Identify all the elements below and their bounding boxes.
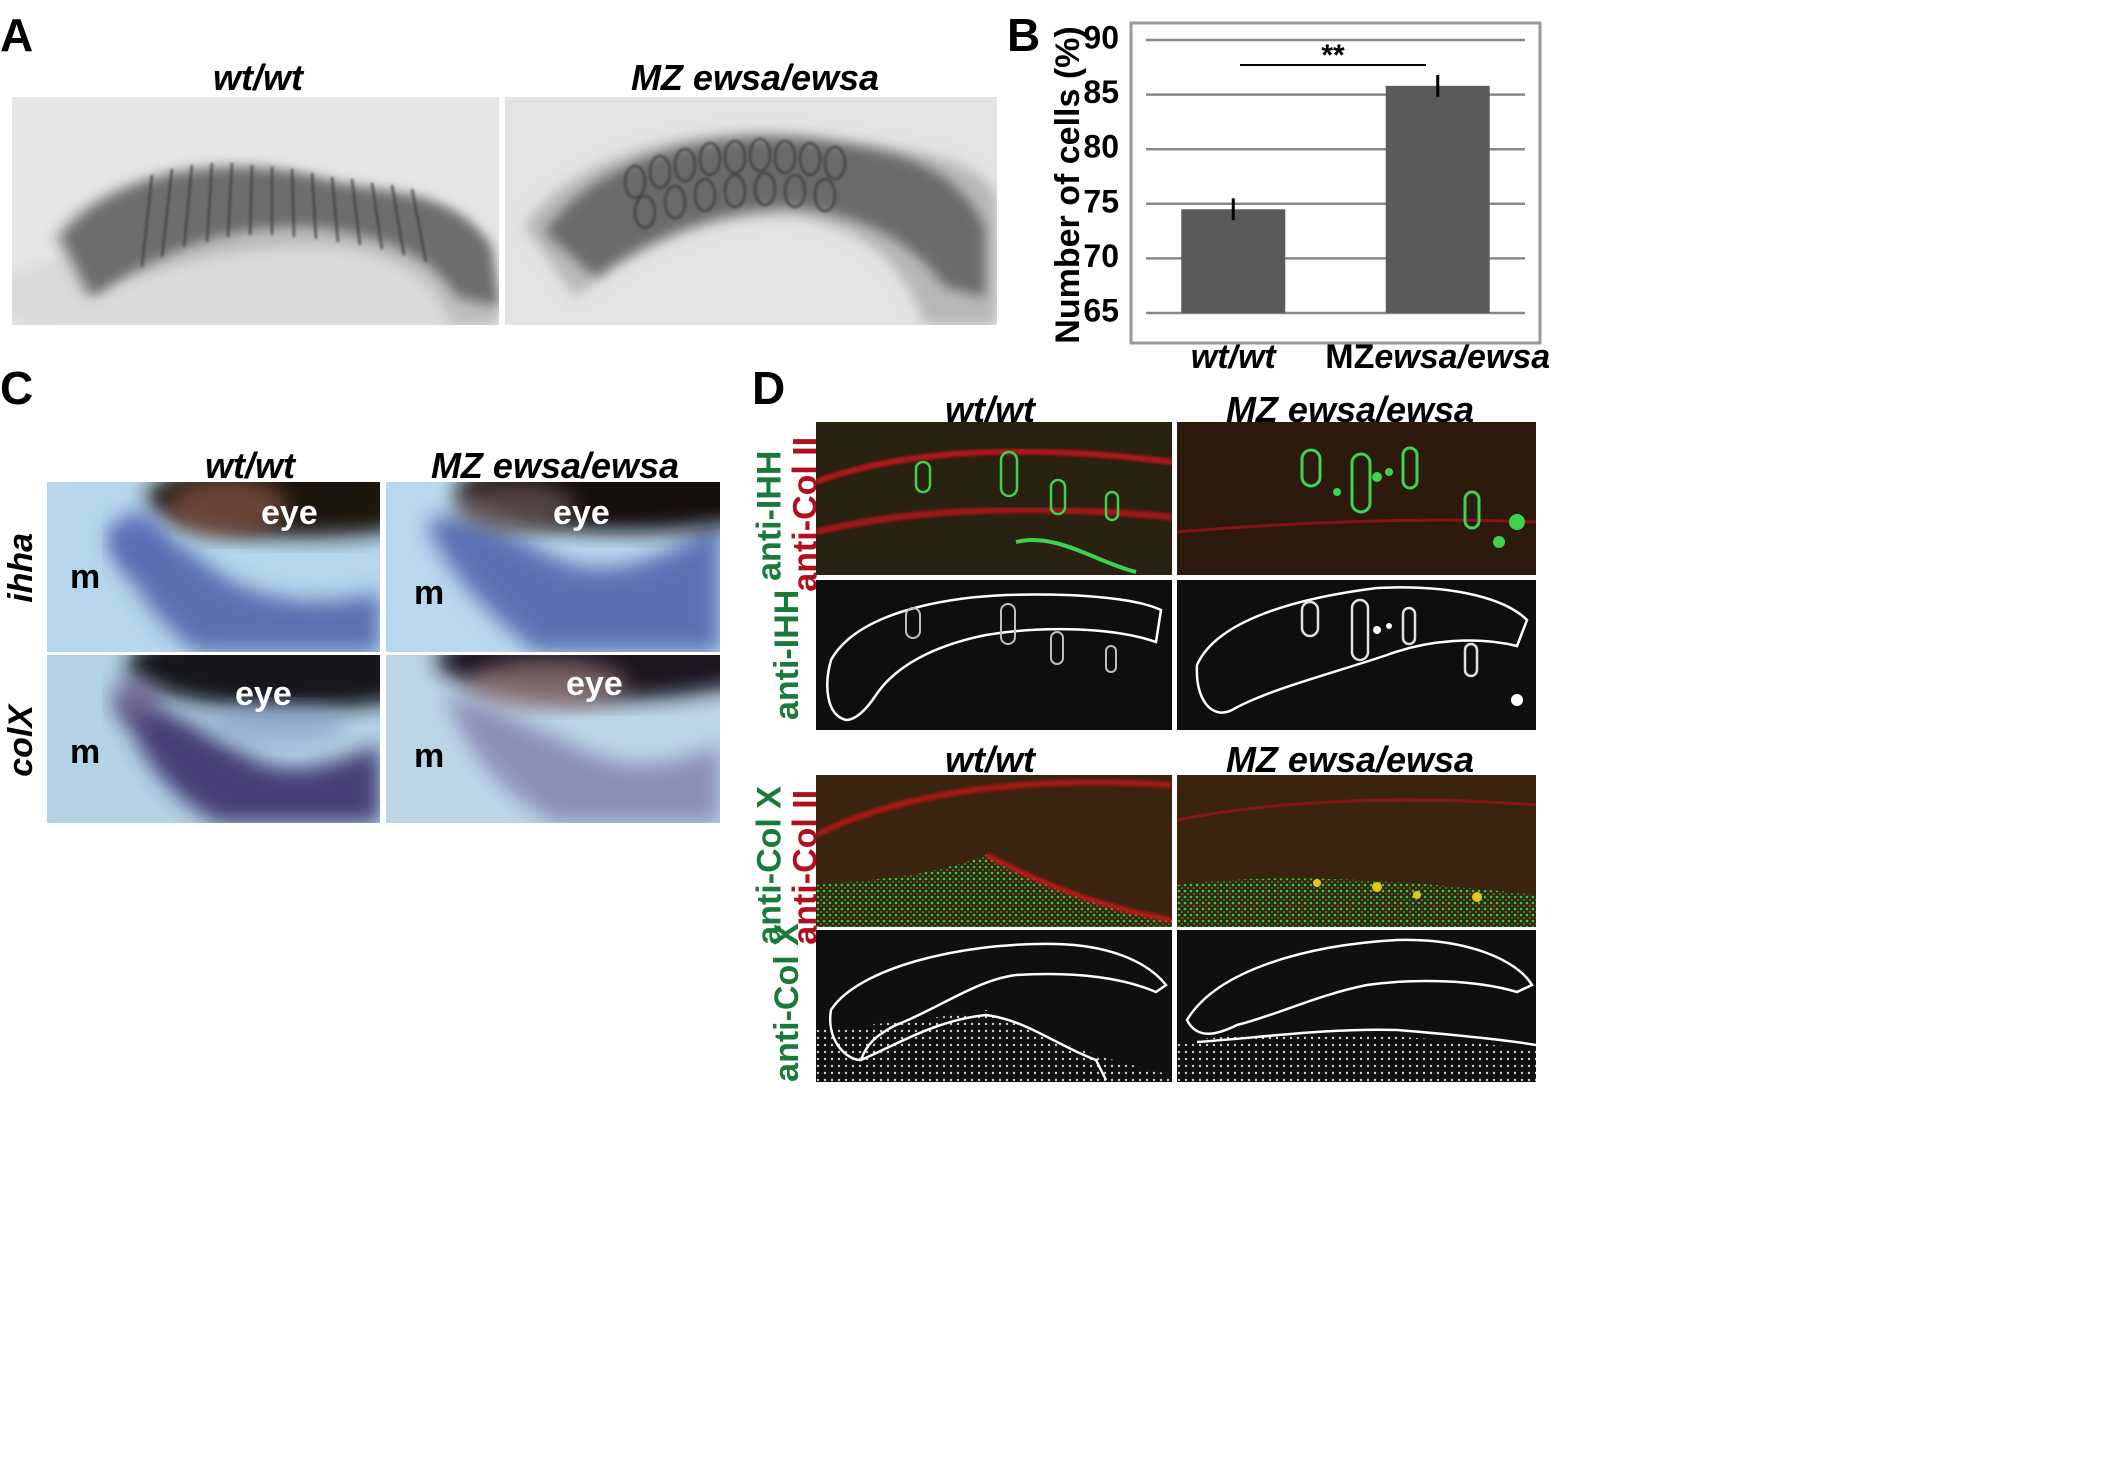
panel-c-row-label-colx: colX	[2, 704, 41, 777]
panel-d-ihh-merge-mz	[1177, 422, 1536, 575]
panel-a-genotype-mz: MZ ewsa/ewsa	[630, 57, 880, 98]
panel-d-genotype-mz-bottom: MZ ewsa/ewsa	[1225, 739, 1475, 780]
panel-c-letter: C	[0, 362, 34, 414]
panel-c-colx-mz: eye m	[386, 655, 720, 823]
panel-a-letter: A	[0, 9, 34, 61]
y-tick-label: 70	[1083, 238, 1119, 274]
chart-y-axis-label: Number of cells (%)	[1049, 26, 1087, 343]
panel-d-ihh-gray-wt	[816, 580, 1172, 730]
eye-label: eye	[566, 665, 623, 703]
panel-d-colx-merge-wt	[816, 775, 1172, 927]
panel-d-row4-label: anti-Col X	[768, 923, 807, 1082]
eye-label: eye	[553, 494, 610, 532]
bar	[1385, 85, 1490, 313]
panel-d-colx-gray-wt	[816, 930, 1172, 1082]
panel-a-genotype-wt: wt/wt	[213, 57, 303, 98]
panel-c-genotype-mz: MZ ewsa/ewsa	[430, 445, 680, 486]
panel-d-row1-label: anti-IHH anti-Col II	[750, 436, 824, 592]
panel-c-ihha-wt: eye m	[47, 482, 380, 652]
panel-c-colx-wt: eye m	[47, 655, 380, 823]
y-tick-label: 90	[1083, 19, 1119, 55]
panel-a-image-wt	[12, 97, 499, 325]
y-tick-label: 85	[1083, 74, 1119, 110]
eye-label: eye	[261, 494, 318, 532]
panel-d-row3-label: anti-Col X anti-Col II	[750, 786, 824, 945]
panel-d-ihh-gray-mz	[1177, 580, 1536, 730]
panel-b-letter: B	[1007, 9, 1041, 61]
m-label: m	[70, 558, 101, 596]
y-tick-label: 80	[1083, 129, 1119, 165]
panel-a-image-mz	[505, 97, 997, 325]
m-label: m	[414, 737, 445, 775]
significance-label: **	[1321, 39, 1345, 72]
panel-d-genotype-wt-top: wt/wt	[945, 389, 1035, 430]
panel-d-row2-label: anti-IHH	[768, 589, 807, 721]
panel-c-row-label-ihha: ihha	[2, 532, 41, 603]
m-label: m	[70, 733, 101, 771]
panel-d-letter: D	[752, 362, 786, 414]
eye-label: eye	[235, 675, 292, 713]
panel-c-ihha-mz: eye m	[386, 482, 720, 652]
panel-d-colx-gray-mz	[1177, 930, 1536, 1082]
y-tick-label: 65	[1083, 292, 1119, 328]
bar	[1181, 209, 1286, 313]
chart-frame	[1129, 21, 1542, 345]
panel-c-genotype-wt: wt/wt	[205, 445, 295, 486]
y-tick-label: 75	[1083, 183, 1119, 219]
panel-d-colx-merge-mz	[1177, 775, 1536, 927]
panel-d-genotype-mz-top: MZ ewsa/ewsa	[1225, 389, 1475, 430]
panel-d-ihh-merge-wt	[816, 422, 1172, 575]
panel-d-genotype-wt-bottom: wt/wt	[945, 739, 1035, 780]
m-label: m	[414, 574, 445, 612]
